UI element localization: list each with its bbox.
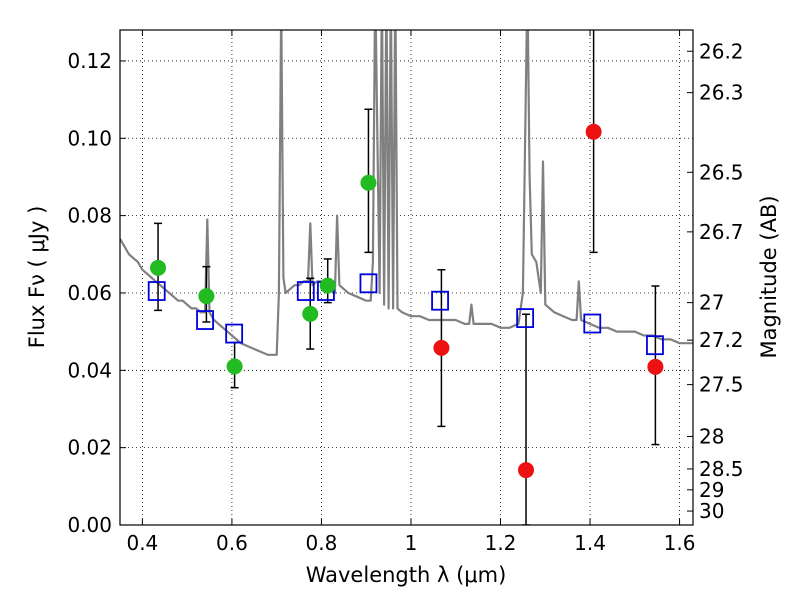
data-point-circle [302,305,319,322]
data-point-circle [360,174,377,191]
right-tick-label: 27 [699,291,724,315]
data-point-circle [150,259,167,276]
model-point-square [196,310,214,330]
data-point-circle [585,123,602,140]
right-tick-label: 27.2 [699,328,744,352]
right-tick-label: 26.7 [699,220,744,244]
x-tick-label: 1.4 [574,531,606,555]
right-tick-label: 26.5 [699,160,744,184]
y-tick-label: 0.10 [67,126,112,150]
gridlines [120,30,693,525]
right-axis-title: Magnitude (AB) [757,195,781,358]
x-tick-label: 1.6 [664,531,696,555]
data-point-circle [647,358,664,375]
model-point-square [225,323,244,344]
data-point-circle [433,339,450,356]
model-point-square [516,308,535,329]
x-tick-label: 1 [405,531,418,555]
spectrum-line [120,30,693,356]
y-tick-label: 0.04 [67,358,112,382]
model-point-square [646,335,664,356]
x-axis: 0.4 0.6 0.8 1 1.2 1.4 1.6 [126,30,695,555]
plot-frame [119,29,694,526]
plot-area [120,30,693,525]
right-tick-label: 28 [699,424,724,448]
plot-background [120,30,693,525]
data-point-circle [198,288,215,305]
y-tick-label: 0.06 [67,281,112,305]
model-point-square [583,313,602,334]
model-point-square [147,281,166,301]
right-tick-label: 28.5 [699,457,744,481]
x-axis-title: Wavelength λ (μm) [306,563,507,587]
right-tick-label: 26.2 [699,39,744,63]
data-point-circle [226,358,243,375]
data-point-circle [518,462,535,479]
y-tick-label: 0.02 [67,436,112,460]
right-tick-label: 26.3 [699,81,744,105]
model-point-square [296,281,315,301]
x-tick-label: 0.4 [126,531,158,555]
y-tick-label: 0.12 [67,49,112,73]
x-tick-label: 0.8 [306,531,338,555]
right-tick-label: 27.5 [699,373,744,397]
x-tick-label: 0.6 [216,531,248,555]
y-axis-left: 0.00 0.02 0.04 0.06 0.08 0.10 0.12 [67,49,126,537]
right-tick-label: 29 [699,478,724,502]
data-point-circle [319,277,336,294]
right-tick-label: 30 [699,499,724,523]
y-tick-label: 0.00 [67,513,112,537]
x-tick-label: 1.2 [485,531,517,555]
y-tick-label: 0.08 [67,204,112,228]
model-point-square [431,290,449,311]
model-point-square [359,273,378,294]
y-axis-title: Flux Fν ( μJy ) [25,206,49,349]
